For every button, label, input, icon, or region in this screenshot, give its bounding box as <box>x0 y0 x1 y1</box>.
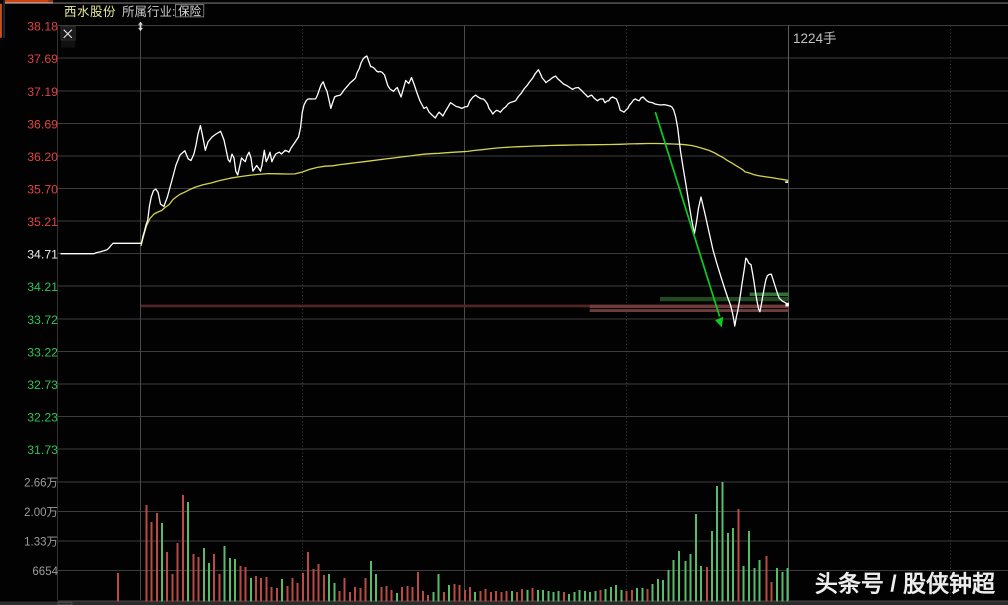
svg-text:37.69: 37.69 <box>27 52 58 66</box>
svg-text:34.21: 34.21 <box>27 280 58 294</box>
svg-text:6654: 6654 <box>32 566 58 578</box>
svg-text:33.72: 33.72 <box>27 313 58 327</box>
svg-text:1224手: 1224手 <box>793 31 837 46</box>
svg-text:西水股份: 西水股份 <box>64 5 116 19</box>
svg-text:33.22: 33.22 <box>27 345 58 359</box>
svg-text:38.18: 38.18 <box>27 20 58 34</box>
svg-text:2.66万: 2.66万 <box>24 478 58 490</box>
svg-text:36.69: 36.69 <box>27 117 58 131</box>
svg-text:32.23: 32.23 <box>27 411 58 425</box>
svg-text:32.73: 32.73 <box>27 378 58 392</box>
svg-text:所属行业:: 所属行业: <box>122 5 175 19</box>
svg-text:35.21: 35.21 <box>27 215 58 229</box>
svg-text:36.20: 36.20 <box>27 150 58 164</box>
svg-text:35.70: 35.70 <box>27 183 58 197</box>
svg-text:保险: 保险 <box>178 4 201 18</box>
svg-text:34.71: 34.71 <box>27 248 58 262</box>
svg-text:2.00万: 2.00万 <box>24 507 58 519</box>
svg-text:37.19: 37.19 <box>27 85 58 99</box>
svg-text:1.33万: 1.33万 <box>24 537 58 549</box>
svg-text:头条号 / 股侠钟超: 头条号 / 股侠钟超 <box>815 571 996 597</box>
svg-text:31.73: 31.73 <box>27 443 58 457</box>
